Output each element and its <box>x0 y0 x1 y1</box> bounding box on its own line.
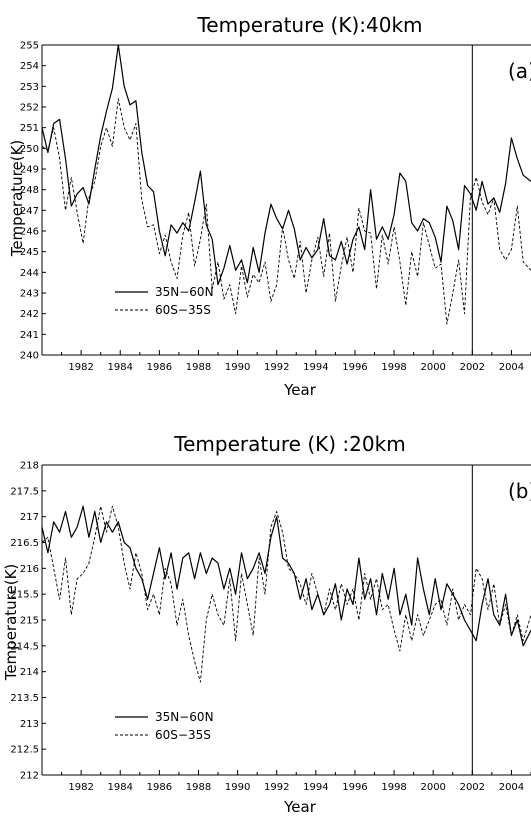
y-tick-label: 240 <box>20 351 39 362</box>
x-tick-label: 1986 <box>147 782 172 793</box>
y-tick-label: 249 <box>20 165 39 176</box>
panel-a-title: Temperature (K):40km <box>196 13 422 37</box>
panel-b-xlabel: Year <box>283 798 317 816</box>
y-tick-label: 216.5 <box>10 538 39 549</box>
y-tick-label: 213 <box>20 719 39 730</box>
y-tick-label: 212.5 <box>10 745 39 756</box>
x-tick-label: 1984 <box>108 362 133 373</box>
panel-b-ylabel: Temperature(K) <box>2 564 20 682</box>
y-tick-label: 217.5 <box>10 486 39 497</box>
y-tick-label: 248 <box>20 185 39 196</box>
x-tick-label: 1982 <box>68 782 93 793</box>
series-line-1 <box>41 505 531 647</box>
x-tick-label: 1984 <box>108 782 133 793</box>
x-tick-label: 1992 <box>264 782 289 793</box>
y-tick-label: 214.5 <box>10 641 39 652</box>
x-tick-label: 1986 <box>147 362 172 373</box>
x-tick-label: 1994 <box>303 362 328 373</box>
x-tick-label: 1982 <box>68 362 93 373</box>
y-tick-label: 215.5 <box>10 590 39 601</box>
panel-a-ylabel: Temperature(K) <box>8 140 26 258</box>
y-tick-label: 242 <box>20 309 39 320</box>
y-tick-label: 212 <box>20 771 39 782</box>
y-tick-label: 251 <box>20 123 39 134</box>
panel-b-title: Temperature (K) :20km <box>173 432 405 456</box>
y-tick-label: 245 <box>20 247 39 258</box>
y-tick-label: 241 <box>20 330 39 341</box>
y-tick-label: 250 <box>20 144 39 155</box>
y-tick-label: 254 <box>20 61 39 72</box>
series-line-1 <box>41 44 531 286</box>
legend-a-series-2: 60S−35S <box>155 303 211 317</box>
x-tick-label: 2000 <box>420 782 445 793</box>
x-tick-label: 1992 <box>264 362 289 373</box>
panel-b-label: (b) <box>508 479 531 503</box>
y-tick-label: 216 <box>20 564 39 575</box>
x-tick-label: 2004 <box>499 782 524 793</box>
legend-b-series-1: 35N−60N <box>155 710 214 724</box>
x-tick-label: 2000 <box>420 362 445 373</box>
panel-a-xlabel: Year <box>283 381 317 399</box>
x-tick-label: 1998 <box>381 362 406 373</box>
y-tick-label: 243 <box>20 289 39 300</box>
y-tick-label: 215 <box>20 616 39 627</box>
y-tick-label: 214 <box>20 667 39 678</box>
y-tick-label: 213.5 <box>10 693 39 704</box>
legend-b-series-2: 60S−35S <box>155 728 211 742</box>
x-tick-label: 2002 <box>460 362 485 373</box>
x-tick-label: 1988 <box>186 782 211 793</box>
panel-a: Temperature (K):40km (a) Year Temperatur… <box>8 13 531 399</box>
series-line-2 <box>41 505 531 683</box>
y-tick-label: 246 <box>20 227 39 238</box>
panel-a-plot: 240 241 242 243 244 245 246 247 248 249 250 251 252 2… <box>20 41 531 373</box>
panel-a-label: (a) <box>508 59 531 83</box>
y-tick-label: 218 <box>20 461 39 472</box>
series-line-2 <box>41 98 531 325</box>
panel-b: Temperature (K) :20km (b) Year Temperatu… <box>2 432 531 816</box>
panel-b-legend: 35N−60N 60S−35S <box>115 710 214 742</box>
x-tick-label: 2002 <box>460 782 485 793</box>
panel-a-legend: 35N−60N 60S−35S <box>115 285 214 317</box>
x-tick-label: 1990 <box>225 362 250 373</box>
y-tick-label: 217 <box>20 512 39 523</box>
x-tick-label: 2004 <box>499 362 524 373</box>
x-tick-label: 1990 <box>225 782 250 793</box>
x-tick-label: 1996 <box>342 782 367 793</box>
x-tick-label: 1988 <box>186 362 211 373</box>
legend-a-series-1: 35N−60N <box>155 285 214 299</box>
y-tick-label: 253 <box>20 82 39 93</box>
y-tick-label: 244 <box>20 268 39 279</box>
x-tick-label: 1994 <box>303 782 328 793</box>
y-tick-label: 255 <box>20 41 39 52</box>
panel-b-plot: 212 212.5 213 213.5 214 214.5 215 215.5 216 216.5… <box>10 461 531 793</box>
x-tick-label: 1996 <box>342 362 367 373</box>
y-tick-label: 247 <box>20 206 39 217</box>
x-tick-label: 1998 <box>381 782 406 793</box>
y-tick-label: 252 <box>20 103 39 114</box>
